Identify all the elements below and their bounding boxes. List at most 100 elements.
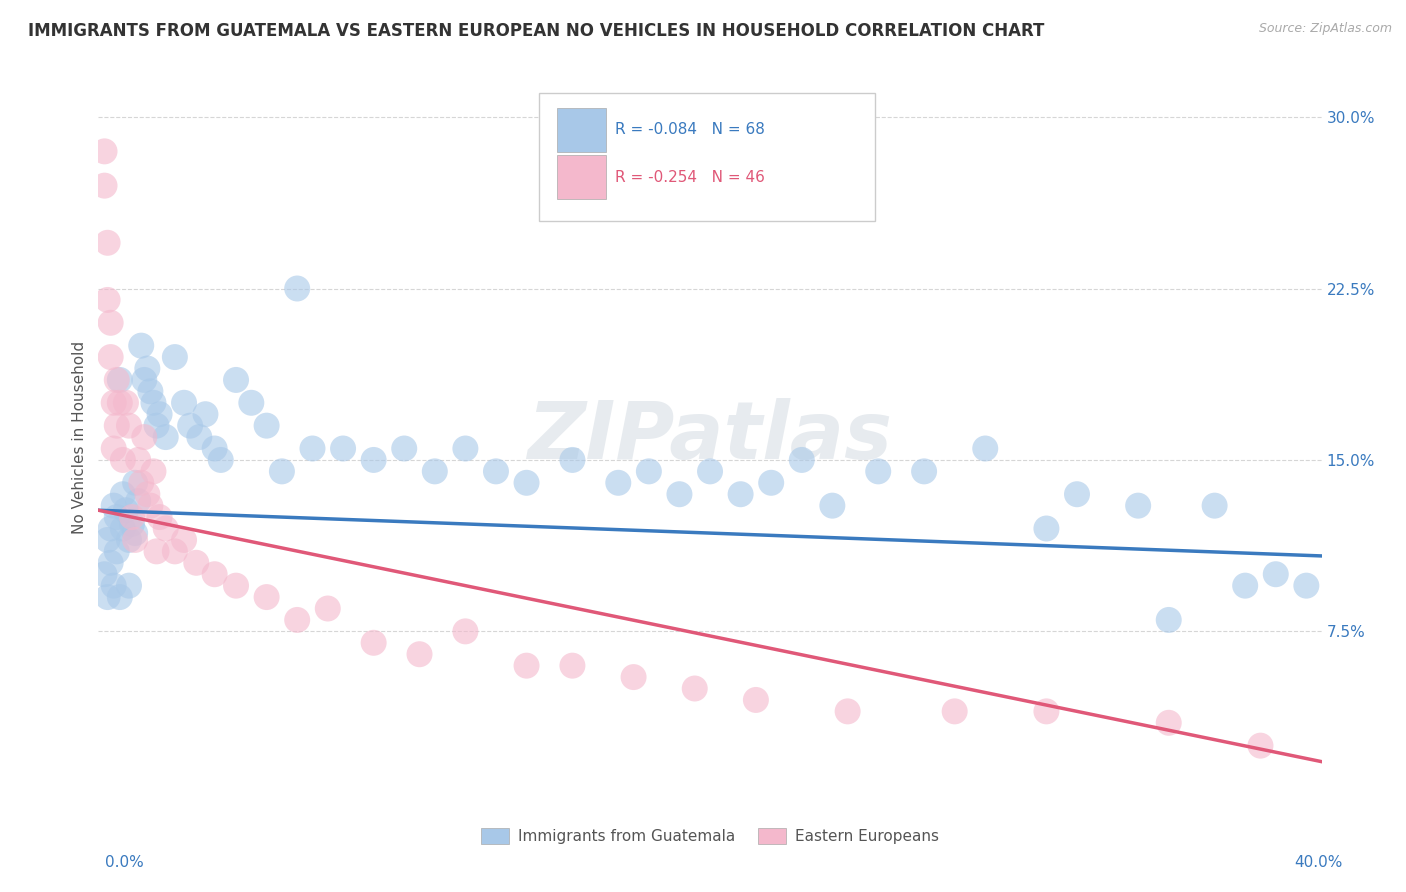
Point <box>127 453 149 467</box>
Point <box>1295 579 1317 593</box>
Point <box>163 544 186 558</box>
Point <box>163 350 186 364</box>
Point <box>118 533 141 547</box>
Point <box>115 396 138 410</box>
Point <box>142 396 165 410</box>
Point <box>105 510 128 524</box>
Point <box>145 544 167 558</box>
Point <box>408 647 430 661</box>
FancyBboxPatch shape <box>557 155 606 200</box>
Point <box>139 499 162 513</box>
Point <box>1035 521 1057 535</box>
Text: Source: ZipAtlas.com: Source: ZipAtlas.com <box>1258 22 1392 36</box>
Point <box>745 693 768 707</box>
Point <box>129 338 152 352</box>
Point <box>105 418 128 433</box>
Point <box>173 396 195 410</box>
Point <box>204 567 226 582</box>
Text: R = -0.254   N = 46: R = -0.254 N = 46 <box>614 169 765 185</box>
Legend: Immigrants from Guatemala, Eastern Europeans: Immigrants from Guatemala, Eastern Europ… <box>475 822 945 850</box>
Point <box>97 235 120 250</box>
Point <box>155 430 177 444</box>
Point <box>105 373 128 387</box>
Point <box>100 521 122 535</box>
Point <box>1234 579 1257 593</box>
Point <box>103 499 125 513</box>
Point <box>363 453 385 467</box>
Text: IMMIGRANTS FROM GUATEMALA VS EASTERN EUROPEAN NO VEHICLES IN HOUSEHOLD CORRELATI: IMMIGRANTS FROM GUATEMALA VS EASTERN EUR… <box>28 22 1045 40</box>
Point <box>912 464 935 478</box>
Point <box>121 510 143 524</box>
Point <box>127 494 149 508</box>
Point <box>363 636 385 650</box>
Point <box>179 418 201 433</box>
Point <box>316 601 339 615</box>
Point <box>204 442 226 456</box>
Point <box>285 613 308 627</box>
Point <box>139 384 162 399</box>
Point <box>974 442 997 456</box>
Point <box>100 350 122 364</box>
FancyBboxPatch shape <box>557 108 606 152</box>
Point <box>301 442 323 456</box>
Point <box>332 442 354 456</box>
Point <box>111 453 134 467</box>
Point <box>93 178 115 193</box>
Point <box>790 453 813 467</box>
Point <box>1157 613 1180 627</box>
Point <box>607 475 630 490</box>
Point <box>103 579 125 593</box>
Point <box>134 430 156 444</box>
Point <box>868 464 890 478</box>
Point <box>93 145 115 159</box>
Point <box>623 670 645 684</box>
Point <box>111 521 134 535</box>
Point <box>821 499 844 513</box>
Point <box>134 373 156 387</box>
Point <box>149 407 172 421</box>
Point <box>1157 715 1180 730</box>
Point <box>103 396 125 410</box>
Point <box>683 681 706 696</box>
Point <box>155 521 177 535</box>
Point <box>145 418 167 433</box>
Point <box>837 705 859 719</box>
Point <box>225 373 247 387</box>
Point <box>454 624 477 639</box>
Point <box>111 487 134 501</box>
Point <box>105 544 128 558</box>
Text: R = -0.084   N = 68: R = -0.084 N = 68 <box>614 122 765 137</box>
Point <box>108 396 131 410</box>
Point <box>118 579 141 593</box>
Point <box>561 453 583 467</box>
Point <box>240 396 263 410</box>
Text: ZIPatlas: ZIPatlas <box>527 398 893 476</box>
Point <box>97 293 120 307</box>
Point <box>759 475 782 490</box>
Point <box>485 464 508 478</box>
Point <box>149 510 172 524</box>
Point <box>256 590 278 604</box>
Point <box>136 487 159 501</box>
Point <box>423 464 446 478</box>
Point <box>1204 499 1226 513</box>
FancyBboxPatch shape <box>538 94 875 221</box>
Point <box>561 658 583 673</box>
Y-axis label: No Vehicles in Household: No Vehicles in Household <box>72 341 87 533</box>
Point <box>699 464 721 478</box>
Text: 0.0%: 0.0% <box>105 855 145 870</box>
Point <box>108 373 131 387</box>
Point <box>115 503 138 517</box>
Point <box>668 487 690 501</box>
Point <box>97 590 120 604</box>
Point <box>100 556 122 570</box>
Point <box>1128 499 1150 513</box>
Point <box>188 430 211 444</box>
Point <box>285 281 308 295</box>
Point <box>124 526 146 541</box>
Point <box>93 567 115 582</box>
Point <box>121 516 143 531</box>
Point <box>637 464 661 478</box>
Point <box>103 442 125 456</box>
Point <box>1264 567 1286 582</box>
